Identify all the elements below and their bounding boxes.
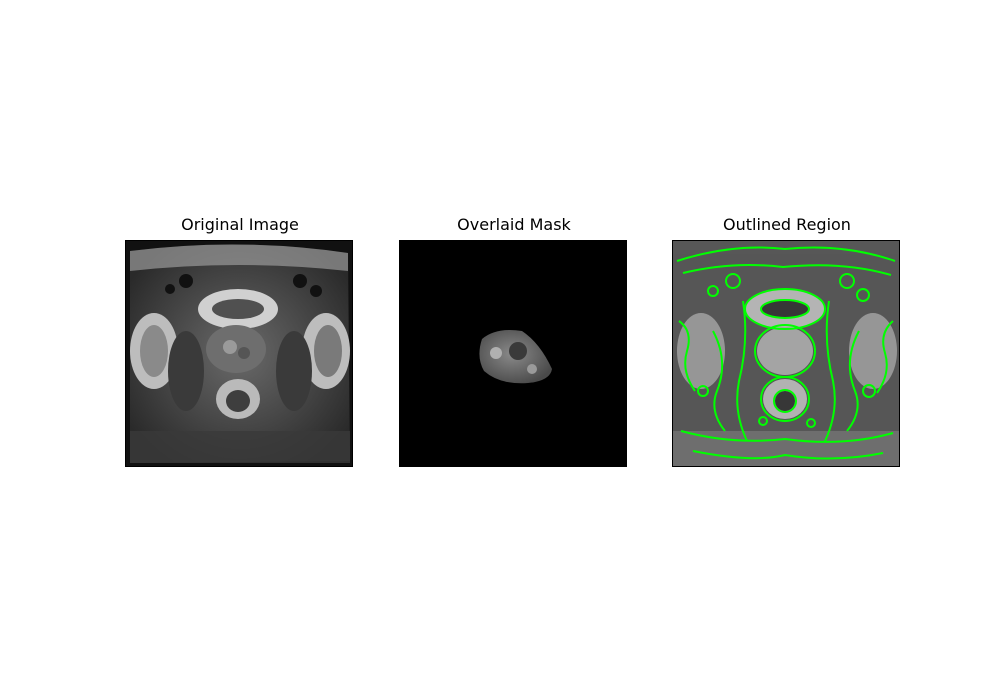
original-mri-image: [125, 240, 353, 467]
overlaid-mask-image: [399, 240, 627, 467]
outlined-region-image: [672, 240, 900, 467]
panel-title-original: Original Image: [181, 215, 299, 234]
panel-title-mask: Overlaid Mask: [457, 215, 571, 234]
panel-title-outlined: Outlined Region: [723, 215, 851, 234]
